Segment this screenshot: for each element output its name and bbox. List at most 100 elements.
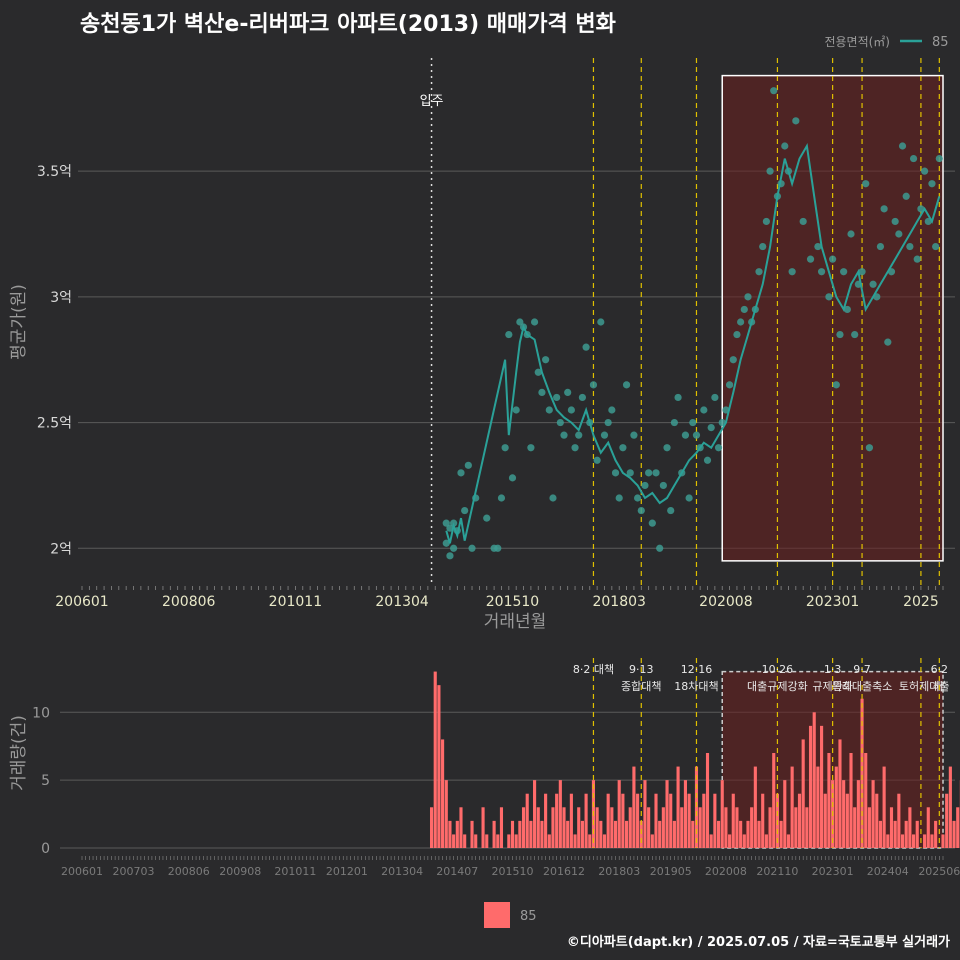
volume-bar [499, 807, 504, 848]
volume-bar [886, 834, 890, 848]
price-point [575, 431, 583, 439]
x-tick-label: 202301 [806, 594, 859, 610]
volume-bar [573, 834, 577, 848]
price-point [836, 330, 844, 339]
highlight-region [721, 74, 944, 562]
volume-bar [812, 712, 816, 848]
volume-bar [496, 834, 500, 848]
volume-bar [691, 820, 695, 848]
price-point [825, 293, 833, 301]
volume-bar [485, 834, 489, 848]
volume-bar [845, 793, 849, 848]
x-tick-label: 201905 [650, 865, 692, 878]
price-point [645, 469, 653, 477]
volume-bar [529, 820, 533, 848]
price-point [725, 381, 734, 389]
price-point [494, 544, 502, 552]
price-point [516, 318, 524, 326]
price-point [792, 117, 800, 125]
volume-bar [694, 766, 699, 848]
price-point [667, 506, 675, 515]
price-point [501, 444, 509, 452]
price-point [891, 217, 899, 226]
x-tick-label: 200601 [55, 594, 108, 610]
volume-bar [558, 780, 562, 848]
price-point [652, 469, 660, 477]
price-point [545, 406, 553, 414]
policy-name-label: 대출규제강화 [747, 680, 808, 693]
x-axis-title: 거래년월 [484, 612, 547, 632]
y-tick-label: 2억 [50, 541, 72, 557]
price-point [932, 242, 940, 251]
price-point [549, 494, 557, 502]
price-point [913, 255, 921, 263]
price-point [700, 406, 708, 414]
price-point [829, 255, 837, 263]
volume-bar [463, 834, 467, 848]
move-in-label: 입주 [420, 94, 444, 109]
policy-name-label: 대출 [929, 680, 949, 693]
volume-bar [566, 820, 570, 848]
volume-bar [606, 793, 610, 848]
price-point [450, 544, 458, 552]
volume-bar [452, 834, 456, 848]
volume-bar [569, 793, 573, 848]
price-point [869, 280, 877, 288]
price-point [766, 167, 774, 175]
volume-bar [853, 807, 857, 848]
y-tick-label: 0 [41, 841, 50, 857]
volume-bar [849, 753, 853, 848]
price-point [578, 393, 587, 402]
volume-bar [779, 820, 783, 848]
volume-bar [639, 820, 643, 848]
volume-bar [941, 834, 945, 848]
price-point [935, 154, 943, 163]
volume-bar [930, 834, 934, 848]
volume-bar [923, 834, 927, 848]
price-point [571, 444, 579, 452]
volume-bar [820, 725, 824, 848]
price-point [770, 87, 778, 95]
volume-bar [698, 807, 702, 848]
volume-bar [632, 766, 636, 848]
price-point [928, 180, 936, 188]
volume-bar [856, 780, 860, 848]
x-tick-label: 201201 [326, 865, 368, 878]
price-point [744, 293, 752, 301]
x-tick-label: 201011 [269, 594, 322, 610]
price-point [921, 167, 929, 175]
volume-bar [956, 807, 960, 848]
price-point [729, 356, 737, 364]
volume-bar [669, 793, 673, 848]
volume-bar [510, 820, 515, 848]
price-point [611, 469, 620, 477]
price-point [895, 230, 903, 238]
price-point [832, 381, 840, 389]
volume-bar [595, 807, 599, 848]
price-point [817, 268, 826, 276]
price-line [445, 143, 941, 544]
volume-bar [713, 793, 717, 848]
price-point [674, 393, 682, 402]
x-tick-label: 202008 [699, 594, 752, 610]
volume-bar [577, 807, 581, 848]
volume-bar [735, 807, 739, 848]
price-point [641, 481, 649, 490]
price-point [527, 444, 535, 452]
x-tick-label: 201407 [436, 865, 478, 878]
volume-bar [613, 820, 618, 848]
volume-bar [518, 820, 522, 848]
volume-bar [864, 753, 868, 848]
legend-entry: 85 [932, 35, 949, 50]
price-point [740, 305, 748, 314]
footer-credit: ©디아파트(dapt.kr) / 2025.07.05 / 자료=국토교통부 실… [566, 935, 950, 950]
price-point [442, 519, 450, 527]
x-tick-label: 201612 [543, 865, 585, 878]
price-point [442, 539, 450, 547]
price-point [505, 330, 513, 339]
legend-entry: 85 [520, 909, 537, 924]
volume-bar [746, 820, 750, 848]
price-chart: 2억 2.5억 3억 3.5억 입주 200601 200806 201011 201304 20… [9, 35, 955, 632]
price-point [843, 305, 851, 314]
volume-bar [772, 753, 776, 848]
